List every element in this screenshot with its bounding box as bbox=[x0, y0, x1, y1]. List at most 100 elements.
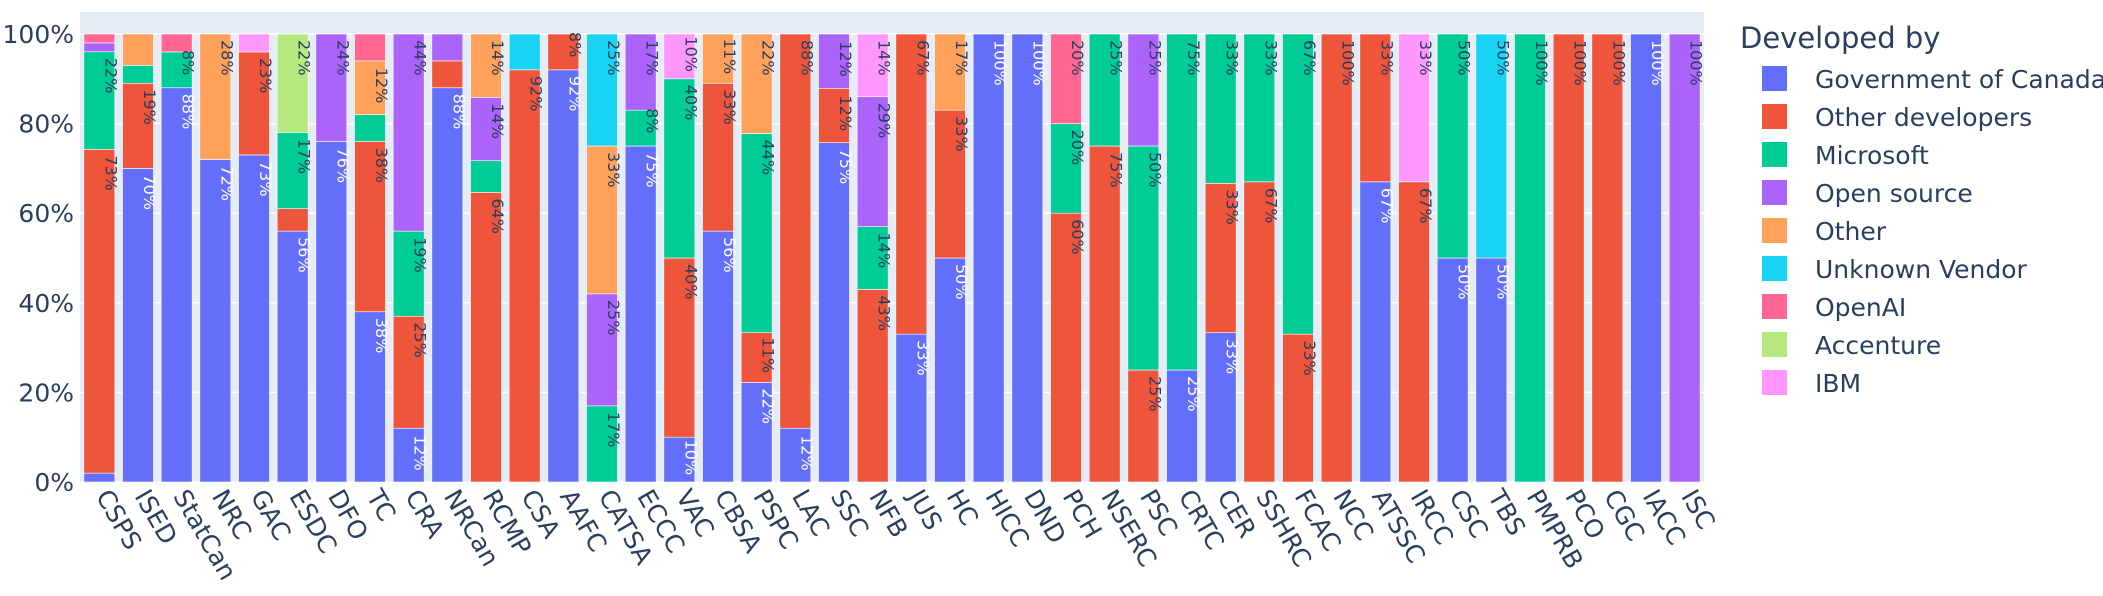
data-label: 29% bbox=[875, 103, 894, 139]
bar-segment bbox=[354, 311, 386, 483]
bar-segment bbox=[1591, 33, 1624, 483]
bar-segment bbox=[1359, 181, 1392, 483]
data-label: 25% bbox=[1145, 376, 1164, 412]
bar-segment bbox=[779, 33, 812, 429]
data-label: 100% bbox=[1609, 40, 1628, 86]
bar-segment bbox=[1088, 145, 1121, 483]
bar-segment bbox=[1204, 332, 1237, 483]
y-tick-label: 80% bbox=[18, 110, 74, 139]
bar-segment bbox=[856, 289, 889, 483]
data-label: 12% bbox=[836, 95, 855, 131]
data-label: 50% bbox=[1145, 152, 1164, 188]
bar-segment bbox=[1398, 33, 1430, 183]
data-label: 10% bbox=[681, 36, 700, 72]
data-label: 70% bbox=[140, 174, 159, 210]
bar-segment bbox=[1398, 181, 1430, 483]
bar-segment bbox=[934, 33, 966, 111]
data-label: 14% bbox=[488, 103, 507, 139]
data-label: 50% bbox=[1455, 40, 1474, 76]
data-label: 22% bbox=[101, 58, 120, 94]
bars bbox=[83, 33, 1701, 483]
data-label: 33% bbox=[1223, 339, 1242, 375]
data-label: 75% bbox=[1184, 40, 1203, 76]
bar-segment bbox=[122, 168, 154, 483]
bar-segment bbox=[354, 141, 386, 313]
bar-segment bbox=[199, 33, 232, 160]
data-label: 92% bbox=[565, 76, 584, 112]
data-label: 25% bbox=[411, 322, 430, 358]
data-label: 11% bbox=[759, 338, 778, 374]
bar-segment bbox=[1282, 333, 1314, 483]
bar-segment bbox=[431, 87, 464, 483]
gridlines bbox=[80, 33, 1704, 483]
data-label: 25% bbox=[604, 40, 623, 76]
data-label: 75% bbox=[1107, 152, 1126, 188]
bar-segment bbox=[702, 230, 734, 483]
legend-swatch bbox=[1762, 66, 1787, 91]
data-label: 25% bbox=[1145, 40, 1164, 76]
data-label: 33% bbox=[952, 116, 971, 152]
data-label: 50% bbox=[952, 264, 971, 300]
legend-swatch bbox=[1762, 104, 1787, 129]
data-label: 67% bbox=[1416, 188, 1435, 224]
bar-segment bbox=[895, 333, 928, 483]
bar-segment bbox=[818, 88, 850, 143]
data-label: 56% bbox=[720, 237, 739, 273]
x-tick-label: HC bbox=[941, 485, 984, 531]
bar-segment bbox=[1127, 145, 1160, 371]
bar-segment bbox=[663, 78, 696, 259]
data-label: 17% bbox=[643, 40, 662, 76]
data-label: 10% bbox=[681, 440, 700, 476]
legend-swatch bbox=[1762, 370, 1787, 395]
bar-segment bbox=[1204, 33, 1237, 184]
x-tick-label: CRA bbox=[399, 485, 450, 544]
data-label: 14% bbox=[875, 233, 894, 269]
bar-segment bbox=[470, 192, 502, 483]
bar-segment bbox=[276, 132, 309, 210]
bar-segment bbox=[122, 33, 154, 66]
bar-segment bbox=[392, 315, 425, 429]
bar-segment bbox=[470, 160, 502, 193]
bar-segment bbox=[354, 33, 386, 62]
data-label: 33% bbox=[1377, 40, 1396, 76]
bar-segment bbox=[1320, 33, 1353, 483]
bar-segment bbox=[83, 33, 116, 44]
bar-segment bbox=[547, 69, 580, 483]
bar-segment bbox=[160, 87, 193, 483]
data-labels: 73% 22% 70% 19% 88% 8% 72% 28% 73% 23% 56% 17% 22% 76… bbox=[101, 32, 1705, 475]
data-label: 60% bbox=[1068, 219, 1087, 255]
bar-segment bbox=[160, 33, 193, 53]
bar-segment bbox=[740, 332, 773, 383]
bar-segment bbox=[702, 33, 734, 84]
data-label: 88% bbox=[797, 40, 816, 76]
data-label: 8% bbox=[565, 32, 584, 57]
bar-segment bbox=[1436, 257, 1469, 483]
bar-segment bbox=[508, 69, 541, 483]
data-label: 73% bbox=[101, 155, 120, 191]
bar-segment bbox=[1630, 33, 1662, 483]
x-tick-label: TBS bbox=[1482, 484, 1532, 541]
data-label: 100% bbox=[1687, 40, 1706, 86]
data-label: 33% bbox=[1223, 40, 1242, 76]
data-label: 33% bbox=[1261, 40, 1280, 76]
bar-segment bbox=[83, 51, 116, 150]
legend-label: OpenAI bbox=[1815, 293, 1906, 322]
bar-segment bbox=[1514, 33, 1546, 483]
legend-swatch bbox=[1762, 142, 1787, 167]
legend-label: Unknown Vendor bbox=[1815, 255, 2028, 284]
data-label: 100% bbox=[1339, 40, 1358, 86]
data-label: 100% bbox=[991, 40, 1010, 86]
bar-segment bbox=[624, 109, 657, 147]
legend-swatch bbox=[1762, 294, 1787, 319]
legend-swatch bbox=[1762, 218, 1787, 243]
data-label: 19% bbox=[140, 89, 159, 125]
data-label: 92% bbox=[527, 76, 546, 112]
data-label: 8% bbox=[643, 108, 662, 133]
legend-swatch bbox=[1762, 256, 1787, 281]
legend-label: Government of Canada bbox=[1815, 65, 2103, 94]
bar-segment bbox=[83, 42, 116, 53]
data-label: 24% bbox=[333, 40, 352, 76]
bar-segment bbox=[1050, 212, 1082, 483]
data-label: 23% bbox=[256, 58, 275, 94]
